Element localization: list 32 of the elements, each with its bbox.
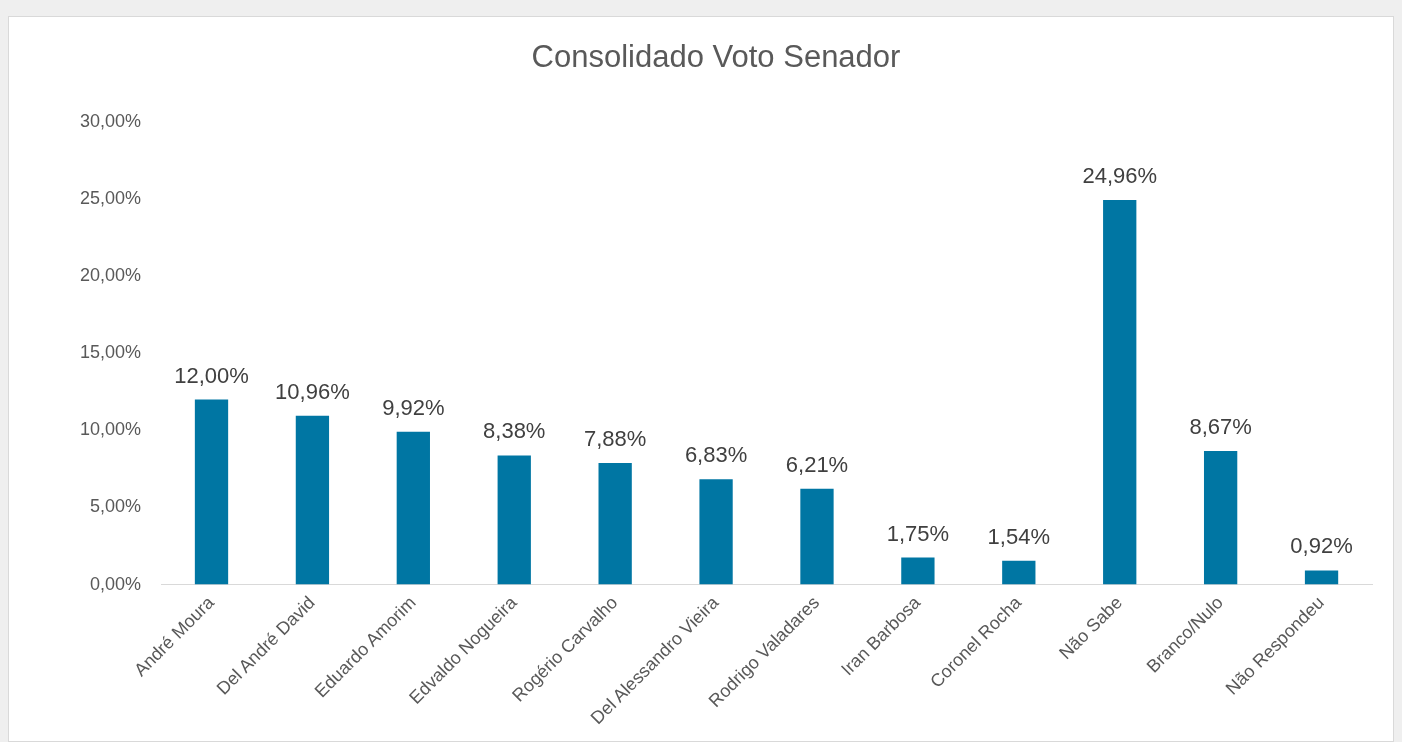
bar: [901, 557, 935, 585]
data-label: 9,92%: [382, 394, 445, 420]
data-label: 0,92%: [1290, 533, 1353, 559]
bar: [396, 431, 430, 585]
data-label: 24,96%: [1082, 162, 1158, 188]
data-label: 6,21%: [785, 451, 849, 477]
bar: [1002, 560, 1036, 585]
y-tick-label: 5,00%: [90, 496, 142, 517]
data-label: 7,88%: [583, 426, 647, 452]
bar: [1304, 570, 1339, 585]
y-tick-label: 25,00%: [79, 188, 142, 209]
bar: [1203, 450, 1238, 585]
y-tick-label: 30,00%: [79, 111, 142, 132]
bar: [497, 455, 531, 585]
data-label: 8,38%: [483, 418, 546, 444]
chart-title: Consolidado Voto Senador: [531, 39, 901, 75]
bar: [194, 399, 229, 585]
y-tick-label: 15,00%: [79, 342, 142, 363]
bar: [1103, 199, 1137, 585]
bar: [699, 479, 733, 585]
data-label: 1,75%: [886, 520, 950, 546]
bar: [800, 488, 834, 585]
bar: [295, 415, 330, 585]
data-label: 1,54%: [987, 523, 1050, 549]
y-tick-label: 0,00%: [90, 573, 142, 594]
data-label: 8,67%: [1189, 414, 1252, 440]
data-label: 6,83%: [684, 442, 748, 468]
y-tick-label: 10,00%: [79, 419, 142, 440]
bar: [598, 463, 632, 585]
data-label: 12,00%: [174, 362, 249, 388]
y-tick-label: 20,00%: [79, 265, 142, 286]
data-label: 10,96%: [275, 378, 350, 404]
